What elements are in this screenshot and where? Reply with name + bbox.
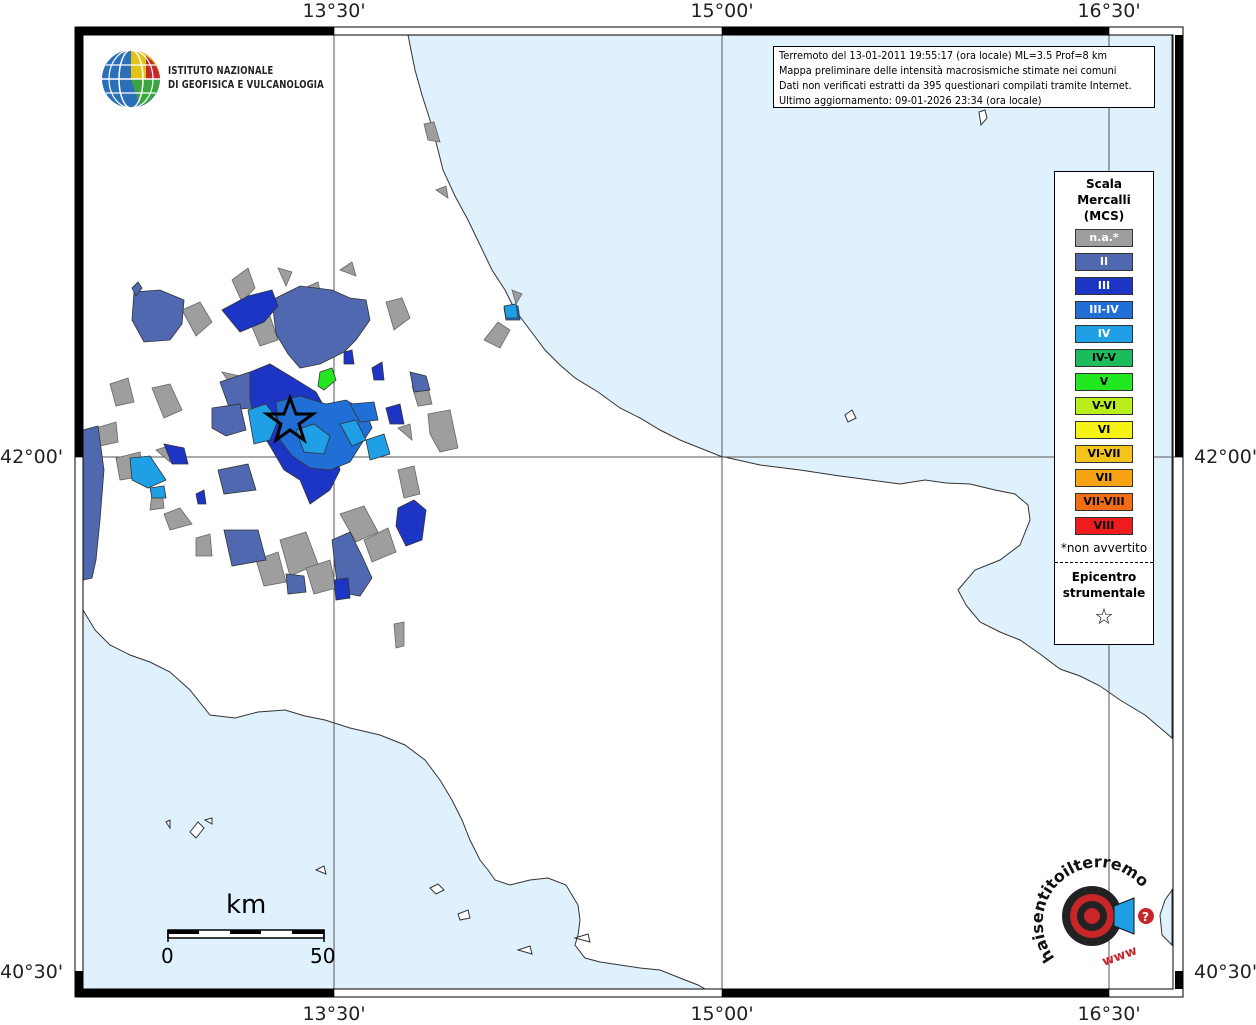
legend-swatch: VII bbox=[1075, 469, 1133, 487]
haisentito-www: www bbox=[1100, 943, 1139, 969]
legend-swatch: VIII bbox=[1075, 517, 1133, 535]
lat-label-left-1: 42°00' bbox=[0, 446, 64, 468]
legend-note: *non avvertito bbox=[1060, 541, 1148, 555]
legend-epicenter-label: Epicentro strumentale bbox=[1055, 569, 1153, 601]
lat-label-left-2: 40°30' bbox=[0, 961, 64, 983]
legend-swatch: V bbox=[1075, 373, 1133, 391]
legend-title-line3: (MCS) bbox=[1083, 209, 1125, 223]
legend-title-line2: Mercalli bbox=[1077, 193, 1131, 207]
legend-classes: n.a.* II III III-IV IV IV-V V V-VI VI VI-VII VII VI… bbox=[1055, 229, 1153, 535]
islands bbox=[165, 109, 988, 955]
event-info-line1: Terremoto del 13-01-2011 19:55:17 (ora l… bbox=[779, 50, 1108, 62]
legend-divider bbox=[1055, 562, 1153, 563]
legend-epicenter-line1: Epicentro bbox=[1071, 570, 1137, 584]
municipalities-V bbox=[317, 367, 337, 391]
haisentito-emblem-icon: haisentitoilterremoto.it ? www bbox=[1025, 833, 1154, 970]
epicenter-star bbox=[262, 393, 318, 444]
globe-icon bbox=[102, 49, 160, 109]
lon-label-bottom-3: 16°30' bbox=[1077, 1003, 1141, 1025]
legend-swatch: VI bbox=[1075, 421, 1133, 439]
lon-label-top-2: 15°00' bbox=[690, 0, 754, 22]
lon-label-bottom-2: 15°00' bbox=[690, 1003, 754, 1025]
legend-swatch: VII-VIII bbox=[1075, 493, 1133, 511]
lon-label-bottom-1: 13°30' bbox=[302, 1003, 366, 1025]
legend-swatch: II bbox=[1075, 253, 1133, 271]
haisentito-logo: haisentitoilterremoto.it ? www bbox=[1025, 833, 1165, 978]
legend-title: Scala Mercalli (MCS) bbox=[1055, 176, 1153, 224]
legend-swatch: V-VI bbox=[1075, 397, 1133, 415]
scale-start: 0 bbox=[161, 944, 174, 968]
lat-label-right-1: 42°00' bbox=[1194, 446, 1256, 468]
scale-end: 50 bbox=[310, 944, 336, 968]
legend-swatch: III bbox=[1075, 277, 1133, 295]
legend-epicenter-line2: strumentale bbox=[1062, 586, 1146, 600]
event-info-line2: Mappa preliminare delle intensità macros… bbox=[779, 65, 1117, 77]
ingv-name-line2: DI GEOFISICA E VULCANOLOGIA bbox=[168, 78, 324, 91]
scale-bar: km 0 50 bbox=[160, 890, 340, 970]
scale-bar-graphic bbox=[167, 929, 325, 942]
municipalities-II bbox=[82, 281, 431, 597]
legend-star-icon: ☆ bbox=[1094, 605, 1114, 630]
svg-text:?: ? bbox=[1142, 910, 1149, 924]
event-info-line4: Ultimo aggiornamento: 09-01-2026 23:34 (… bbox=[779, 95, 1042, 107]
legend-swatch: n.a.* bbox=[1075, 229, 1133, 247]
event-info-box: Terremoto del 13-01-2011 19:55:17 (ora l… bbox=[773, 46, 1155, 108]
legend-swatch: IV-V bbox=[1075, 349, 1133, 367]
legend-swatch: VI-VII bbox=[1075, 445, 1133, 463]
event-info-line3: Dati non verificati estratti da 395 ques… bbox=[779, 80, 1132, 92]
sea bbox=[82, 34, 1173, 990]
lon-label-top-3: 16°30' bbox=[1077, 0, 1141, 22]
map-frame bbox=[74, 26, 1184, 998]
ingv-logo: ISTITUTO NAZIONALE DI GEOFISICA E VULCAN… bbox=[100, 48, 324, 110]
legend-title-line1: Scala bbox=[1085, 177, 1123, 191]
municipalities-IV bbox=[129, 303, 519, 499]
ingv-name-line1: ISTITUTO NAZIONALE bbox=[168, 64, 274, 77]
mcs-legend: Scala Mercalli (MCS) n.a.* II III III-IV IV I… bbox=[1054, 171, 1154, 645]
lat-label-right-2: 40°30' bbox=[1194, 961, 1256, 983]
lon-label-top-1: 13°30' bbox=[302, 0, 366, 22]
legend-swatch: III-IV bbox=[1075, 301, 1133, 319]
scale-unit: km bbox=[226, 890, 267, 920]
legend-swatch: IV bbox=[1075, 325, 1133, 343]
